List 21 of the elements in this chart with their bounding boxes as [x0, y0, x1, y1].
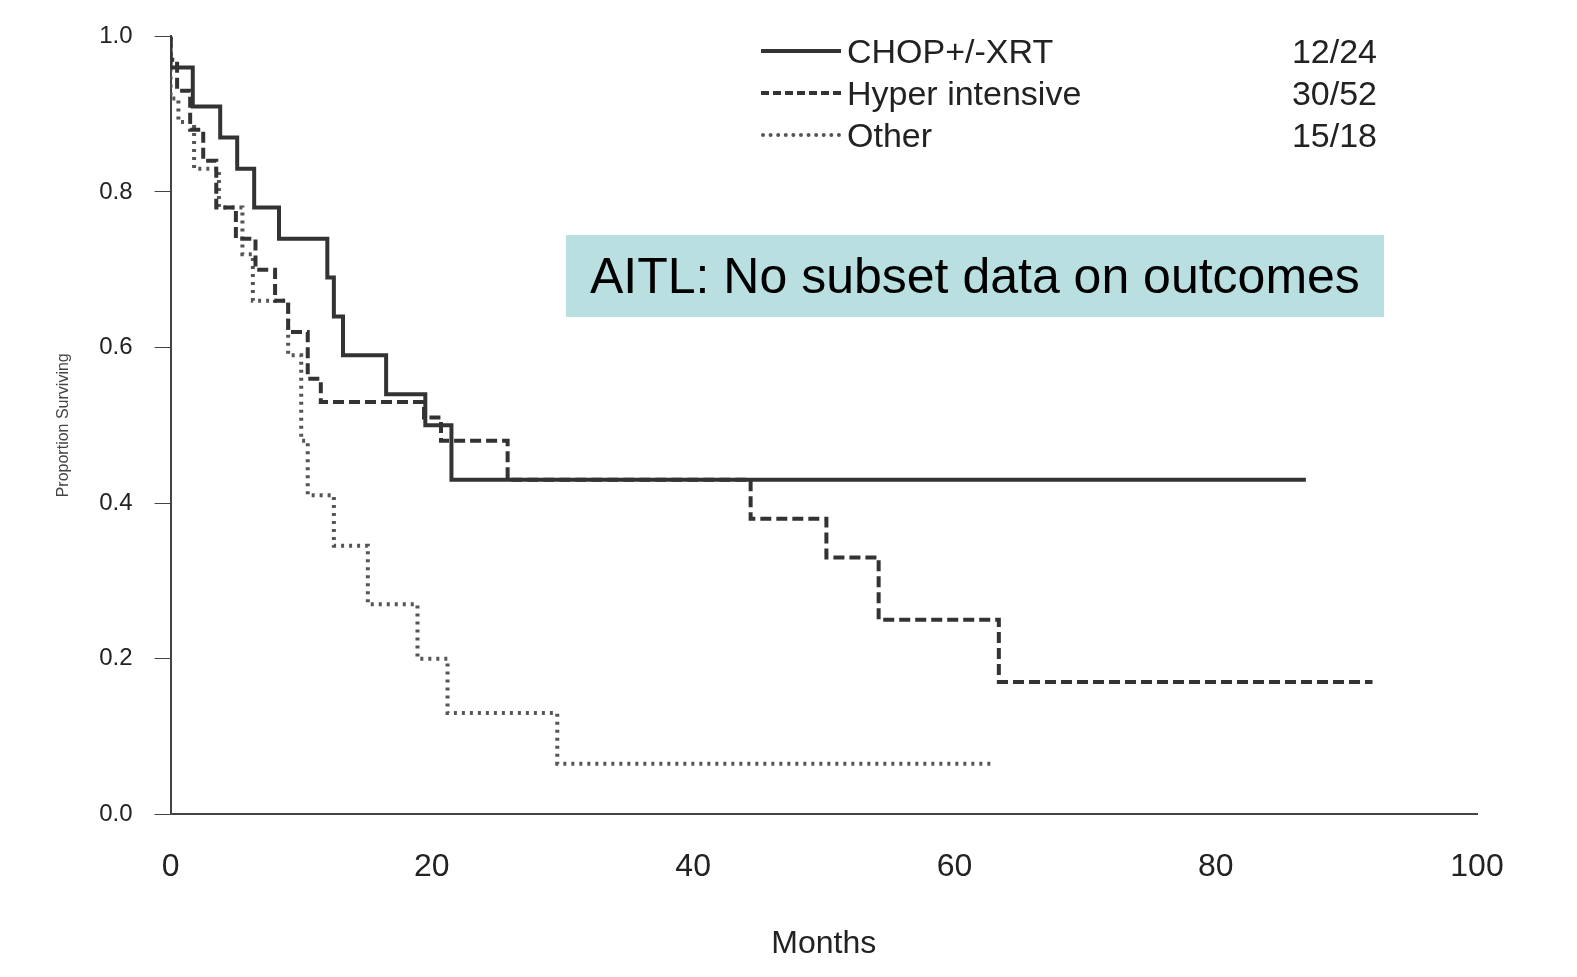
- annotation: 15/18: [1290, 115, 1377, 155]
- legend-label: Other: [847, 115, 934, 155]
- y-tick-label: 0.2: [99, 643, 133, 671]
- y-tick-label: 1.0: [99, 21, 133, 49]
- y-axis-title: Proportion Surviving: [54, 353, 72, 498]
- x-tick-label: 80: [1197, 847, 1234, 884]
- legend-label: Hyper intensive: [847, 73, 1083, 113]
- annotation: AITL: No subset data on outcomes: [566, 235, 1384, 317]
- y-tick-label: 0.0: [99, 798, 133, 826]
- x-tick-label: 100: [1450, 847, 1504, 884]
- annotation: 12/24: [1290, 31, 1377, 71]
- annotation: 30/52: [1290, 73, 1377, 113]
- x-tick-label: 60: [936, 847, 973, 884]
- x-tick-label: 40: [675, 847, 711, 884]
- y-tick-label: 0.6: [99, 332, 133, 360]
- x-tick-label: 0: [161, 847, 180, 884]
- y-tick-label: 0.8: [99, 176, 133, 204]
- y-tick-label: 0.4: [99, 487, 133, 515]
- x-axis-title: Months: [771, 923, 877, 960]
- x-tick-label: 20: [414, 847, 450, 884]
- legend-label: CHOP+/-XRT: [847, 31, 1055, 71]
